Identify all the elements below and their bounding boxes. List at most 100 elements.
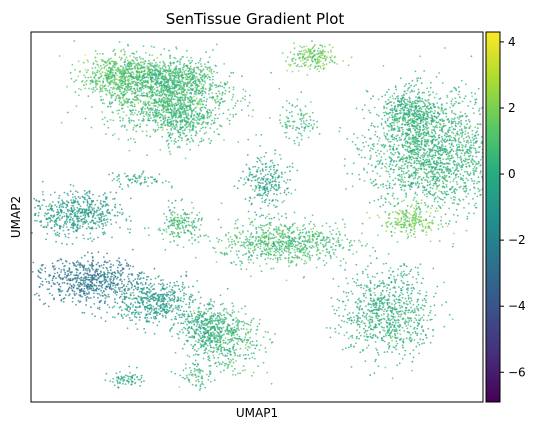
data-point [195, 89, 198, 92]
data-point [177, 60, 179, 62]
data-point [462, 145, 465, 147]
data-point [446, 190, 448, 193]
data-point [176, 93, 179, 96]
data-point [170, 96, 173, 99]
data-point [418, 143, 421, 146]
data-point [98, 80, 100, 83]
data-point [453, 188, 456, 191]
data-point [94, 66, 97, 69]
data-point [179, 100, 182, 103]
data-point [378, 137, 381, 140]
data-point [130, 75, 132, 78]
data-point [133, 87, 135, 90]
data-point [188, 130, 191, 133]
data-point [125, 129, 128, 131]
data-point [186, 96, 189, 99]
data-point [126, 83, 129, 86]
data-point [188, 97, 190, 99]
data-point [457, 162, 459, 165]
data-point [165, 71, 168, 74]
data-point [416, 142, 419, 145]
data-point [427, 111, 430, 114]
data-point [156, 115, 158, 118]
data-point [392, 129, 395, 132]
data-point [479, 164, 481, 167]
data-point [461, 134, 463, 137]
data-point [166, 101, 169, 104]
data-point [398, 128, 401, 131]
data-point [114, 71, 117, 74]
data-point [195, 130, 198, 133]
data-point [96, 53, 99, 55]
data-point [303, 45, 305, 48]
data-point [190, 129, 193, 132]
data-point [406, 107, 409, 110]
data-point [408, 96, 411, 99]
data-point [294, 62, 296, 65]
data-point [459, 141, 462, 144]
data-point [474, 147, 477, 150]
data-point [197, 91, 200, 94]
data-point [423, 113, 425, 116]
data-point [318, 61, 320, 64]
data-point [409, 185, 411, 188]
data-point [437, 106, 439, 108]
data-point [311, 40, 313, 42]
data-point [471, 155, 474, 158]
data-point [102, 86, 104, 89]
data-point [393, 102, 395, 104]
data-point [428, 94, 430, 97]
data-point [441, 162, 443, 165]
data-point [417, 186, 420, 189]
data-point [190, 109, 193, 112]
data-point [170, 105, 173, 107]
data-point [401, 184, 404, 187]
data-point [484, 136, 486, 138]
data-point [133, 138, 135, 140]
data-point [141, 111, 143, 114]
data-point [124, 58, 127, 61]
data-point [150, 108, 153, 111]
data-point [474, 192, 476, 195]
data-point [394, 165, 397, 168]
data-point [146, 107, 149, 109]
data-point [146, 154, 149, 157]
data-point [463, 185, 465, 188]
data-point [401, 102, 403, 105]
data-point [192, 81, 195, 84]
data-point [429, 193, 432, 196]
data-point [426, 154, 429, 157]
data-point [501, 118, 503, 120]
data-point [89, 82, 92, 85]
data-point [367, 128, 370, 131]
data-point [173, 83, 175, 86]
data-point [98, 66, 100, 69]
data-point [111, 66, 113, 69]
data-point [427, 160, 430, 162]
data-point [301, 46, 304, 49]
data-point [448, 142, 451, 145]
data-point [382, 183, 384, 186]
data-point [196, 66, 199, 69]
data-point [145, 124, 148, 127]
data-point [413, 230, 416, 233]
data-point [408, 110, 410, 113]
data-point [426, 115, 429, 118]
data-point [78, 94, 80, 97]
data-point [465, 163, 467, 166]
data-point [101, 67, 103, 69]
data-point [435, 117, 438, 120]
data-point [511, 132, 513, 134]
data-point [118, 94, 121, 97]
data-point [128, 117, 130, 119]
data-point [188, 128, 191, 131]
data-point [402, 161, 404, 163]
data-point [465, 195, 468, 198]
data-point [162, 102, 165, 104]
data-point [102, 53, 104, 55]
data-point [400, 174, 403, 176]
data-point [215, 65, 217, 67]
data-point [410, 155, 412, 158]
data-point [400, 107, 402, 110]
data-point [142, 58, 145, 60]
